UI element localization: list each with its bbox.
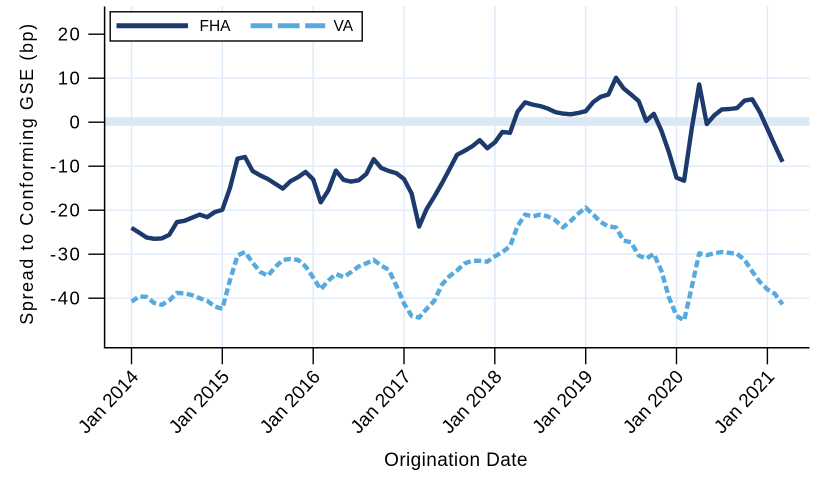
svg-text:VA: VA — [334, 18, 354, 35]
svg-text:-10: -10 — [50, 156, 81, 177]
svg-text:-40: -40 — [50, 288, 81, 309]
svg-text:-20: -20 — [50, 200, 81, 221]
svg-text:Spread to Conforming GSE (bp): Spread to Conforming GSE (bp) — [17, 22, 37, 325]
svg-text:Origination Date: Origination Date — [384, 450, 528, 471]
svg-text:20: 20 — [58, 24, 82, 45]
svg-text:0: 0 — [70, 112, 82, 133]
svg-text:-30: -30 — [50, 244, 81, 265]
svg-text:10: 10 — [58, 68, 82, 89]
svg-text:FHA: FHA — [200, 18, 232, 35]
